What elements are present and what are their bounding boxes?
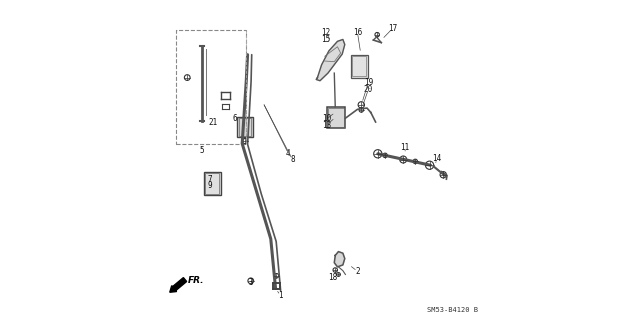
Text: 6: 6 bbox=[232, 114, 237, 123]
Text: FR.: FR. bbox=[188, 276, 204, 285]
Text: 8: 8 bbox=[290, 155, 294, 164]
Text: 11: 11 bbox=[401, 143, 410, 152]
Bar bbox=[328, 108, 344, 127]
Text: SM53-B4120 B: SM53-B4120 B bbox=[427, 307, 478, 313]
Bar bbox=[237, 117, 253, 137]
Text: 15: 15 bbox=[321, 35, 330, 44]
Text: 20: 20 bbox=[364, 85, 373, 94]
Text: 13: 13 bbox=[322, 121, 331, 130]
Bar bbox=[205, 174, 220, 194]
Bar bbox=[177, 30, 246, 144]
Bar bbox=[353, 56, 366, 76]
Text: 5: 5 bbox=[200, 146, 204, 155]
Text: 21: 21 bbox=[208, 117, 217, 127]
Text: 9: 9 bbox=[207, 181, 212, 190]
Text: 3: 3 bbox=[249, 278, 253, 287]
Text: 17: 17 bbox=[388, 24, 397, 33]
Text: 18: 18 bbox=[328, 273, 337, 282]
Bar bbox=[239, 118, 252, 136]
Bar bbox=[327, 107, 346, 128]
Polygon shape bbox=[334, 252, 345, 267]
Polygon shape bbox=[316, 40, 345, 81]
Text: 2: 2 bbox=[355, 267, 360, 276]
Text: 14: 14 bbox=[432, 154, 442, 163]
Text: 12: 12 bbox=[321, 28, 330, 37]
FancyArrow shape bbox=[170, 278, 187, 292]
Text: 10: 10 bbox=[322, 114, 331, 123]
Bar bbox=[204, 172, 221, 195]
Text: 7: 7 bbox=[207, 175, 212, 184]
Text: 4: 4 bbox=[286, 149, 291, 158]
Text: 1: 1 bbox=[278, 291, 283, 300]
Bar bbox=[351, 55, 367, 78]
Text: 16: 16 bbox=[353, 28, 362, 37]
Text: 19: 19 bbox=[364, 78, 373, 87]
